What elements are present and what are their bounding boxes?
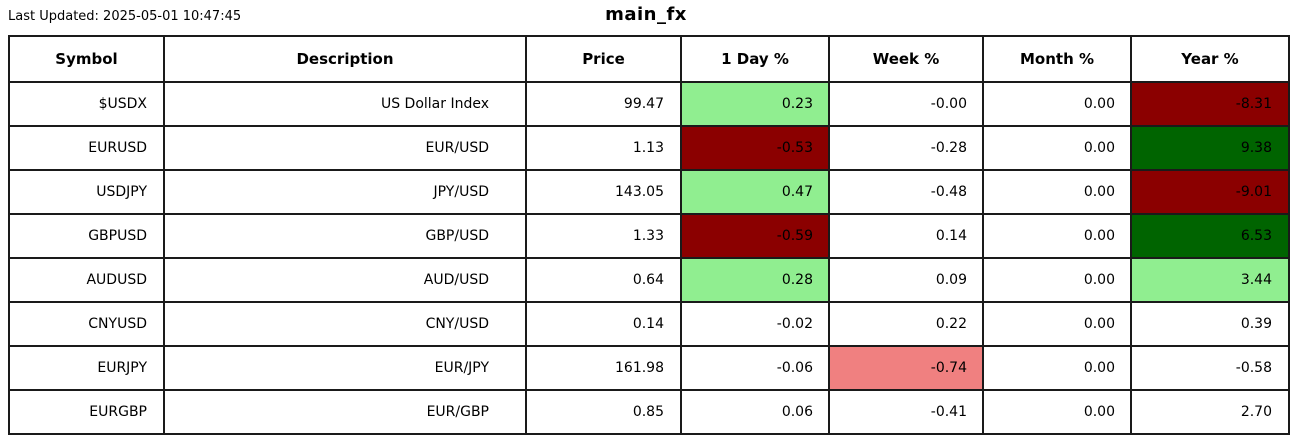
column-header-week-pct: Week %: [828, 35, 984, 83]
cell-description: JPY/USD: [163, 169, 527, 215]
page-title: main_fx: [605, 4, 687, 25]
column-header-day-pct: 1 Day %: [680, 35, 830, 83]
column-header-month-pct: Month %: [982, 35, 1132, 83]
cell-description: EUR/GBP: [163, 389, 527, 435]
fx-table: Symbol Description Price 1 Day % Week % …: [8, 35, 1290, 435]
cell-week-pct: -0.28: [828, 125, 984, 171]
cell-year-pct: -8.31: [1130, 81, 1290, 127]
cell-description: CNY/USD: [163, 301, 527, 347]
cell-month-pct: 0.00: [982, 169, 1132, 215]
cell-day-pct: -0.02: [680, 301, 830, 347]
cell-week-pct: -0.00: [828, 81, 984, 127]
cell-symbol: CNYUSD: [8, 301, 165, 347]
cell-year-pct: 2.70: [1130, 389, 1290, 435]
cell-day-pct: 0.06: [680, 389, 830, 435]
cell-day-pct: -0.59: [680, 213, 830, 259]
table-row: EURJPY EUR/JPY 161.98 -0.06 -0.74 0.00 -0.58: [8, 345, 1290, 391]
cell-year-pct: 9.38: [1130, 125, 1290, 171]
table-row: USDJPY JPY/USD 143.05 0.47 -0.48 0.00 -9.01: [8, 169, 1290, 215]
table-row: AUDUSD AUD/USD 0.64 0.28 0.09 0.00 3.44: [8, 257, 1290, 303]
cell-year-pct: -0.58: [1130, 345, 1290, 391]
cell-price: 143.05: [525, 169, 682, 215]
cell-month-pct: 0.00: [982, 81, 1132, 127]
cell-week-pct: -0.41: [828, 389, 984, 435]
cell-week-pct: -0.48: [828, 169, 984, 215]
cell-year-pct: 6.53: [1130, 213, 1290, 259]
table-row: EURUSD EUR/USD 1.13 -0.53 -0.28 0.00 9.38: [8, 125, 1290, 171]
cell-price: 0.64: [525, 257, 682, 303]
cell-year-pct: -9.01: [1130, 169, 1290, 215]
cell-symbol: GBPUSD: [8, 213, 165, 259]
cell-description: GBP/USD: [163, 213, 527, 259]
header-row: Symbol Description Price 1 Day % Week % …: [8, 35, 1290, 83]
cell-price: 161.98: [525, 345, 682, 391]
table-row: GBPUSD GBP/USD 1.33 -0.59 0.14 0.00 6.53: [8, 213, 1290, 259]
cell-year-pct: 0.39: [1130, 301, 1290, 347]
cell-month-pct: 0.00: [982, 301, 1132, 347]
cell-month-pct: 0.00: [982, 389, 1132, 435]
cell-week-pct: 0.09: [828, 257, 984, 303]
cell-description: US Dollar Index: [163, 81, 527, 127]
header-bar: Last Updated: 2025-05-01 10:47:45 main_f…: [0, 0, 1292, 34]
cell-week-pct: 0.22: [828, 301, 984, 347]
cell-price: 0.85: [525, 389, 682, 435]
fx-table-header: Symbol Description Price 1 Day % Week % …: [8, 35, 1290, 83]
cell-description: EUR/USD: [163, 125, 527, 171]
cell-symbol: $USDX: [8, 81, 165, 127]
cell-day-pct: 0.47: [680, 169, 830, 215]
column-header-description: Description: [163, 35, 527, 83]
cell-month-pct: 0.00: [982, 213, 1132, 259]
cell-month-pct: 0.00: [982, 125, 1132, 171]
cell-price: 0.14: [525, 301, 682, 347]
table-row: EURGBP EUR/GBP 0.85 0.06 -0.41 0.00 2.70: [8, 389, 1290, 435]
column-header-year-pct: Year %: [1130, 35, 1290, 83]
cell-symbol: EURUSD: [8, 125, 165, 171]
cell-symbol: USDJPY: [8, 169, 165, 215]
cell-description: EUR/JPY: [163, 345, 527, 391]
fx-table-body: $USDX US Dollar Index 99.47 0.23 -0.00 0.00 -8…: [8, 81, 1290, 435]
cell-symbol: AUDUSD: [8, 257, 165, 303]
cell-day-pct: -0.06: [680, 345, 830, 391]
cell-week-pct: -0.74: [828, 345, 984, 391]
cell-day-pct: -0.53: [680, 125, 830, 171]
cell-year-pct: 3.44: [1130, 257, 1290, 303]
column-header-symbol: Symbol: [8, 35, 165, 83]
cell-symbol: EURJPY: [8, 345, 165, 391]
cell-week-pct: 0.14: [828, 213, 984, 259]
cell-day-pct: 0.23: [680, 81, 830, 127]
cell-symbol: EURGBP: [8, 389, 165, 435]
cell-month-pct: 0.00: [982, 345, 1132, 391]
cell-price: 1.13: [525, 125, 682, 171]
cell-price: 1.33: [525, 213, 682, 259]
cell-day-pct: 0.28: [680, 257, 830, 303]
table-row: $USDX US Dollar Index 99.47 0.23 -0.00 0.00 -8…: [8, 81, 1290, 127]
cell-month-pct: 0.00: [982, 257, 1132, 303]
cell-price: 99.47: [525, 81, 682, 127]
column-header-price: Price: [525, 35, 682, 83]
cell-description: AUD/USD: [163, 257, 527, 303]
last-updated-timestamp: Last Updated: 2025-05-01 10:47:45: [8, 9, 242, 24]
table-row: CNYUSD CNY/USD 0.14 -0.02 0.22 0.00 0.39: [8, 301, 1290, 347]
